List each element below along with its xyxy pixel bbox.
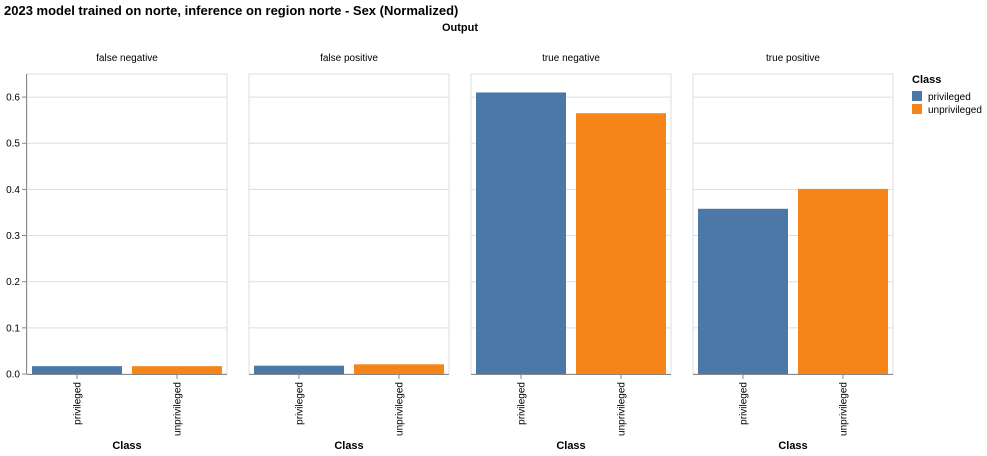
bar-privileged xyxy=(32,366,122,374)
facet-panel-false-positive: false positive privileged unprivileged Clas… xyxy=(248,53,450,452)
facet-label: true negative xyxy=(542,53,600,64)
x-tick-label: privileged xyxy=(739,382,750,425)
bar-unprivileged xyxy=(798,188,888,374)
bar-privileged xyxy=(254,365,344,374)
facet-panel-true-positive: true positive privileged unprivileged Class xyxy=(692,53,894,452)
panel-frame xyxy=(26,73,228,375)
legend: Class privileged unprivileged xyxy=(912,74,982,116)
chart-title: 2023 model trained on norte, inference o… xyxy=(4,3,458,18)
bar-privileged xyxy=(476,92,566,374)
y-tick-label: 0.5 xyxy=(6,139,20,150)
legend-item: privileged xyxy=(912,91,971,103)
x-tick-label: unprivileged xyxy=(395,382,406,436)
x-tick-label: privileged xyxy=(73,382,84,425)
x-tick-label: unprivileged xyxy=(617,382,628,436)
bar-unprivileged xyxy=(576,113,666,374)
bar-unprivileged xyxy=(132,366,222,374)
y-tick-label: 0.1 xyxy=(6,323,20,334)
legend-swatch xyxy=(912,104,922,114)
bar-privileged xyxy=(698,208,788,374)
x-axis-title: Class xyxy=(334,440,363,452)
x-tick-label: unprivileged xyxy=(173,382,184,436)
legend-title: Class xyxy=(912,74,941,86)
bar-unprivileged xyxy=(354,364,444,374)
legend-label: unprivileged xyxy=(928,105,982,116)
y-tick-label: 0.0 xyxy=(6,370,20,381)
x-tick-label: privileged xyxy=(295,382,306,425)
facet-label: false positive xyxy=(320,53,378,64)
facet-panel-true-negative: true negative privileged unprivileged Class xyxy=(470,53,672,452)
y-axis: 0.0 0.1 0.2 0.3 0.4 0.5 0.6 xyxy=(6,74,27,381)
x-axis-title: Class xyxy=(112,440,141,452)
facets: false negative privileged unprivileged Clas… xyxy=(6,53,894,452)
facet-panel-false-negative: false negative privileged unprivileged Clas… xyxy=(26,53,228,452)
x-tick-label: privileged xyxy=(517,382,528,425)
x-tick-label: unprivileged xyxy=(839,382,850,436)
y-tick-label: 0.3 xyxy=(6,231,20,242)
x-axis-title: Class xyxy=(556,440,585,452)
facet-column-title: Output xyxy=(442,22,478,34)
legend-swatch xyxy=(912,91,922,101)
y-tick-label: 0.2 xyxy=(6,277,20,288)
y-tick-label: 0.4 xyxy=(6,185,20,196)
legend-item: unprivileged xyxy=(912,104,982,116)
facet-label: true positive xyxy=(766,53,820,64)
y-tick-label: 0.6 xyxy=(6,93,20,104)
x-axis-title: Class xyxy=(778,440,807,452)
legend-label: privileged xyxy=(928,92,971,103)
facet-label: false negative xyxy=(96,53,158,64)
panel-frame xyxy=(248,73,450,375)
